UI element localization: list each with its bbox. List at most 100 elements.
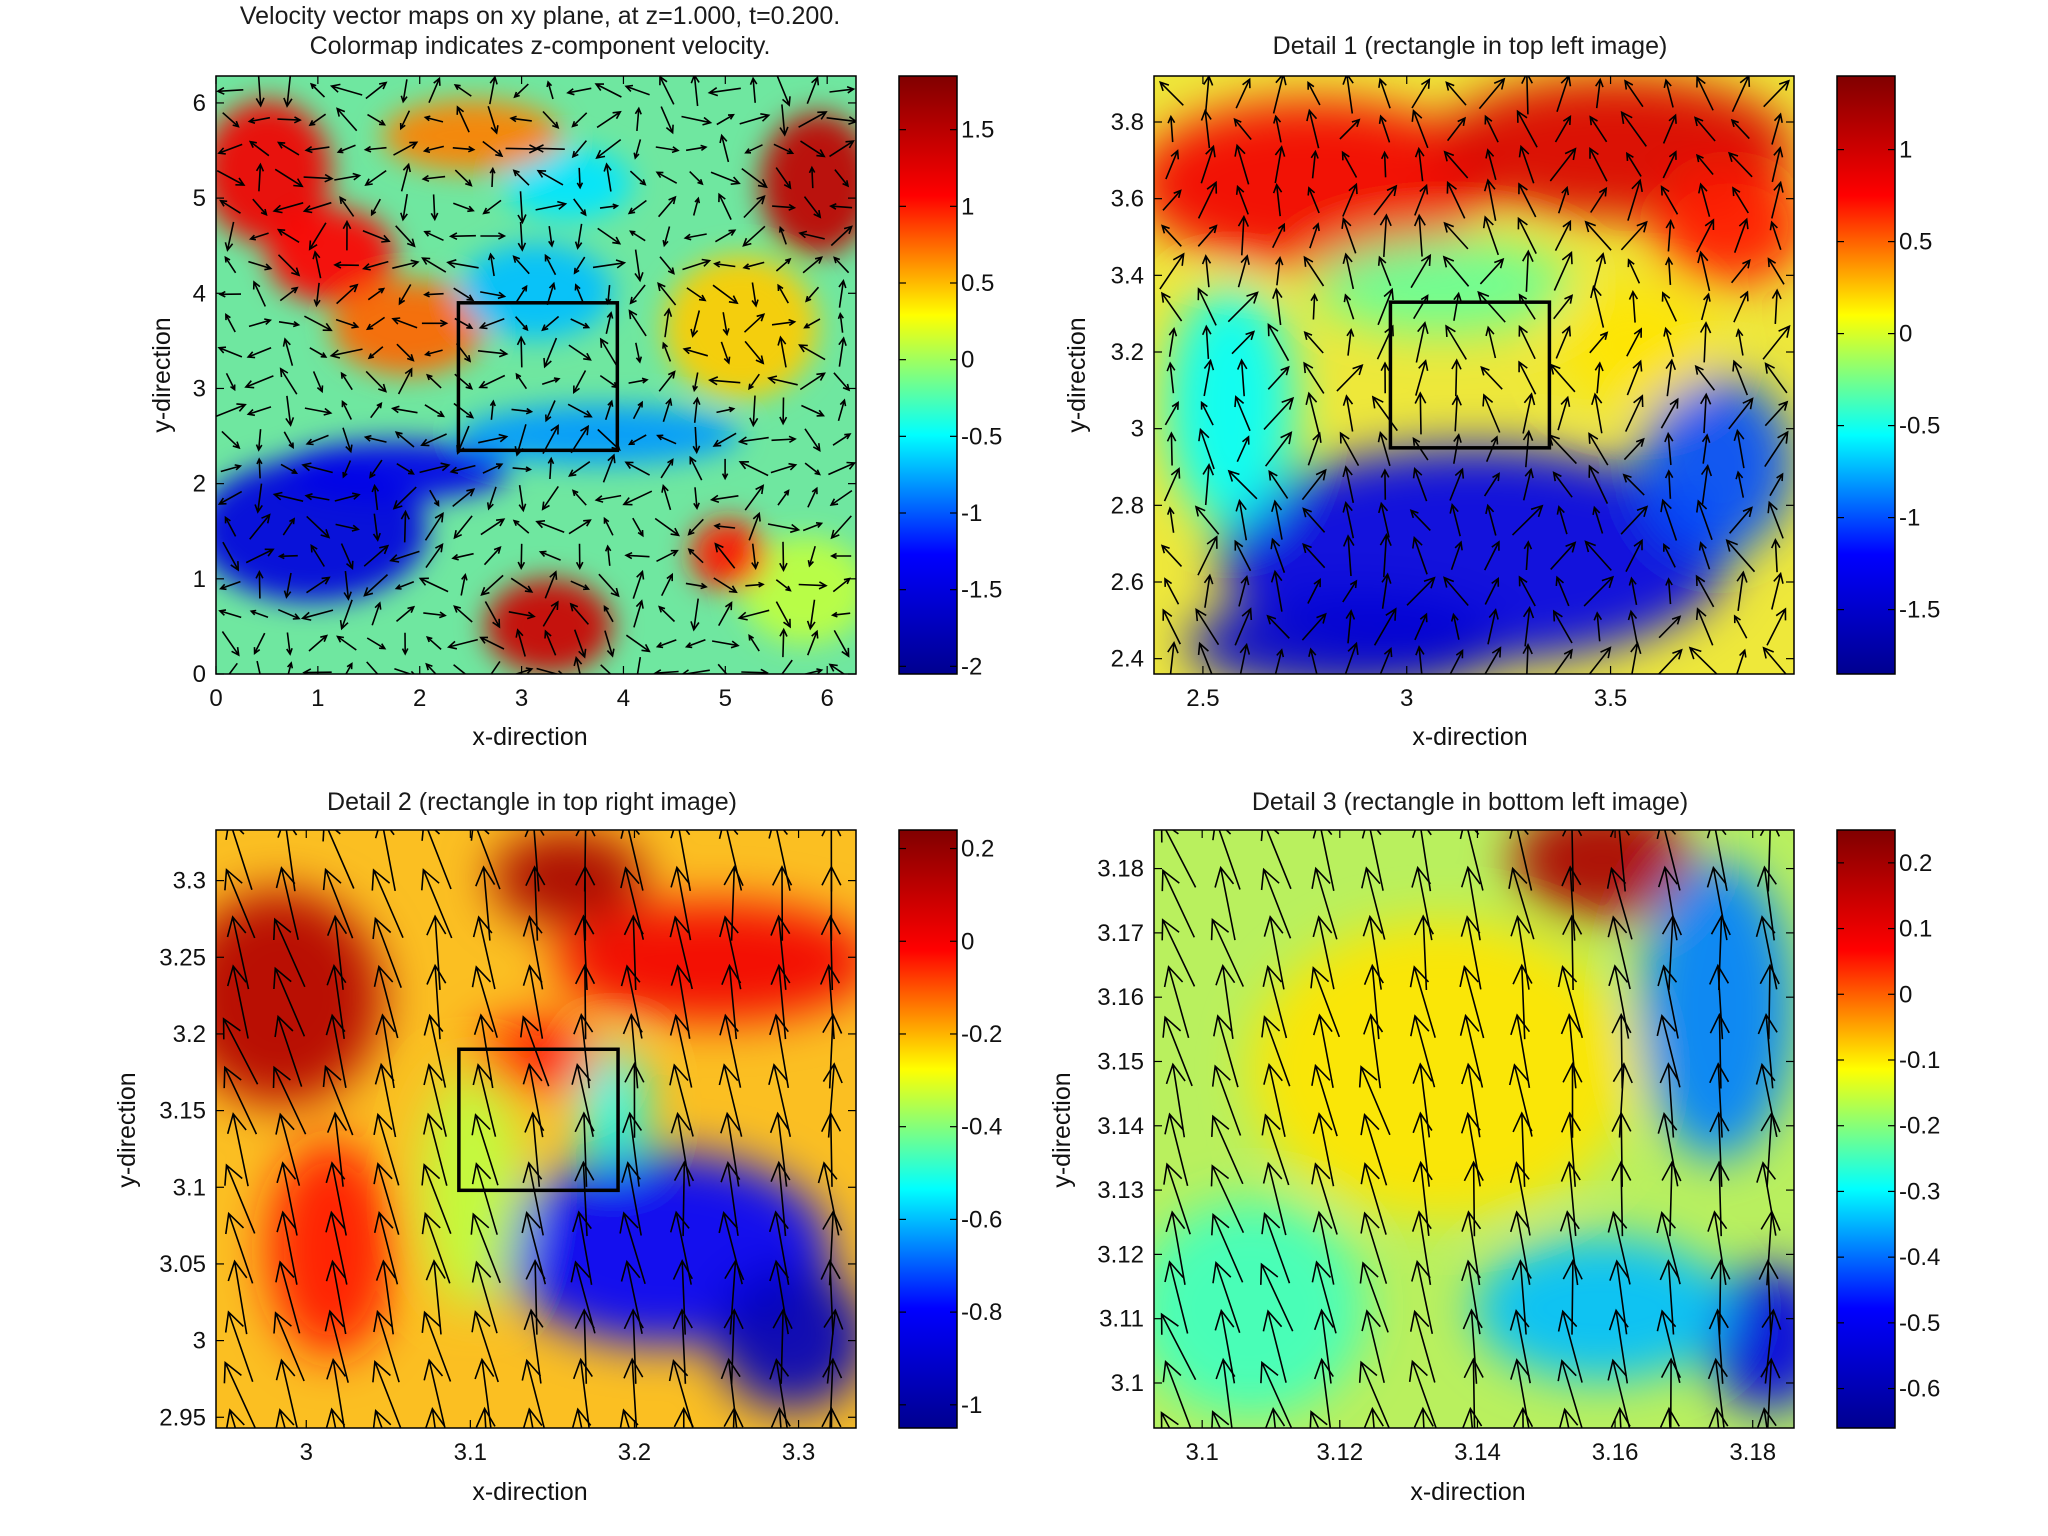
main-velocity-arrow [625, 634, 651, 653]
detail-3-velocity-arrow [1360, 1211, 1388, 1284]
detail-3-y-tick-label: 3.15 [1097, 1048, 1144, 1075]
detail-3-velocity-arrow [1262, 1309, 1287, 1383]
detail-1-velocity-arrow [1307, 431, 1322, 466]
main-velocity-arrow [335, 523, 360, 532]
main-field-blob [484, 578, 613, 674]
main-velocity-arrow [659, 256, 675, 275]
detail-1-velocity-arrow [1453, 291, 1462, 321]
detail-3-colorbar-tick-label: 0 [1899, 981, 1912, 1008]
main-velocity-arrow [340, 692, 353, 712]
detail-1-field-blob [1557, 285, 1711, 405]
detail-2-velocity-arrow [326, 963, 347, 1040]
detail-3-velocity-arrow [1212, 1261, 1241, 1333]
main-velocity-arrow [277, 553, 298, 560]
detail-1-colorbar-tick-label: -1 [1899, 505, 1920, 532]
detail-1-velocity-arrow [1591, 392, 1603, 434]
detail-1-velocity-arrow [1552, 471, 1573, 498]
detail-3-velocity-arrow [1214, 865, 1236, 941]
detail-1-velocity-arrow [1377, 255, 1392, 287]
detail-1-velocity-arrow [1272, 76, 1287, 114]
detail-1-velocity-arrow [1380, 468, 1390, 500]
main-velocity-arrow [826, 116, 856, 126]
detail-1-velocity-arrow [1449, 502, 1461, 537]
detail-1-velocity-arrow [1378, 501, 1390, 538]
detail-1-field-blob [1640, 375, 1794, 555]
detail-2-velocity-arrow [373, 1112, 400, 1186]
detail-1-velocity-arrow [1482, 393, 1501, 433]
main-velocity-arrow [779, 104, 789, 137]
main-velocity-arrow [572, 370, 587, 394]
main-velocity-arrow [276, 228, 300, 243]
main-colorbar-tick-label: 0.5 [961, 270, 994, 297]
detail-1-field-blob [1186, 596, 1506, 674]
main-velocity-arrow [751, 543, 759, 571]
detail-1-velocity-arrow [1339, 431, 1360, 466]
detail-2-velocity-arrow [423, 1358, 446, 1428]
detail-2-velocity-arrow [275, 866, 299, 940]
detail-3-velocity-arrow [1460, 915, 1482, 990]
panel-detail-3: Detail 3 (rectangle in bottom left image… [1048, 788, 1940, 1506]
main-velocity-arrow [453, 664, 472, 674]
detail-1-velocity-arrow [1236, 683, 1250, 714]
detail-2-velocity-arrow [820, 1259, 841, 1335]
detail-2-velocity-arrow [668, 1359, 694, 1428]
detail-1-velocity-arrow [1589, 331, 1609, 354]
main-velocity-arrow [655, 146, 680, 154]
main-velocity-arrow [743, 313, 766, 333]
main-velocity-arrow [392, 259, 420, 269]
main-velocity-arrow [245, 548, 275, 564]
detail-2-x-tick-label: 3.1 [454, 1439, 487, 1466]
detail-2-y-tick-label: 3.1 [173, 1174, 206, 1201]
detail-2-velocity-arrow [374, 1062, 397, 1138]
detail-2-velocity-arrow [771, 865, 793, 941]
main-velocity-arrow [749, 76, 758, 103]
main-velocity-arrow [423, 115, 444, 123]
detail-2-field-blob [216, 889, 383, 1106]
detail-2-velocity-arrow [718, 1063, 743, 1137]
main-velocity-arrow [489, 76, 498, 105]
detail-1-velocity-arrow [1484, 577, 1500, 605]
main-velocity-arrow [833, 256, 850, 274]
detail-3-velocity-arrow [1707, 1210, 1728, 1286]
detail-3-velocity-arrow [1559, 1210, 1580, 1286]
main-velocity-arrow [802, 256, 824, 274]
detail-1-x-axis-label: x-direction [1412, 723, 1527, 751]
main-velocity-arrow [627, 434, 647, 446]
main-velocity-arrow [480, 574, 504, 596]
detail-3-velocity-arrow [1210, 918, 1245, 987]
detail-1-velocity-arrow [1701, 433, 1711, 464]
detail-2-velocity-arrow [472, 915, 496, 990]
detail-1-velocity-arrow [1588, 646, 1612, 674]
main-colorbar-tick-label: -1 [961, 500, 982, 527]
detail-1-velocity-arrow [1484, 646, 1502, 674]
main-velocity-arrow [362, 230, 391, 243]
detail-1-velocity-arrow [1302, 543, 1326, 569]
detail-2-velocity-arrow [372, 1409, 392, 1428]
detail-2-velocity-arrow [520, 1015, 550, 1087]
detail-1-velocity-arrow [1520, 686, 1534, 710]
detail-1-velocity-arrow [1763, 79, 1791, 108]
detail-2-velocity-arrow [769, 1259, 790, 1335]
main-velocity-arrow [600, 664, 616, 674]
detail-2-x-axis-label: x-direction [472, 1478, 587, 1506]
main-velocity-arrow [776, 76, 791, 107]
main-velocity-arrow [781, 691, 786, 712]
detail-1-velocity-arrow [1235, 77, 1251, 109]
detail-1-velocity-arrow [1161, 685, 1183, 711]
main-velocity-arrow [566, 87, 592, 96]
main-velocity-arrow [534, 144, 565, 153]
detail-3-velocity-arrow [1211, 1410, 1230, 1428]
detail-2-velocity-arrow [423, 1112, 448, 1186]
detail-1-velocity-arrow [1160, 224, 1182, 247]
detail-1-velocity-arrow [1696, 218, 1715, 253]
detail-1-field-blob [1653, 165, 1794, 286]
detail-3-velocity-arrow [1510, 1013, 1531, 1089]
main-velocity-arrow [777, 283, 789, 304]
detail-2-colorbar-tick-label: -0.6 [961, 1206, 1002, 1233]
main-velocity-arrow [247, 116, 271, 124]
detail-2-velocity-arrow [276, 1210, 298, 1285]
main-velocity-arrow [748, 511, 761, 541]
detail-1-velocity-arrow [1625, 682, 1642, 715]
detail-2-velocity-arrow [574, 963, 596, 1040]
detail-1-velocity-arrow [1518, 182, 1537, 218]
